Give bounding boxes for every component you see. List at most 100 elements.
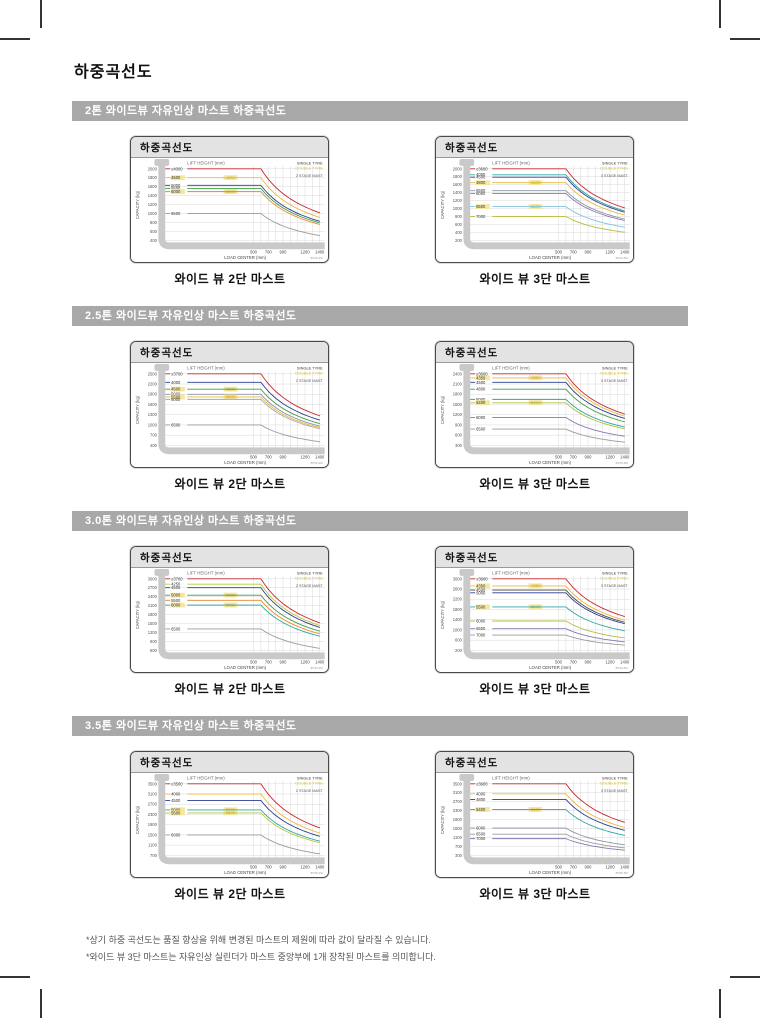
chart-code: BT25-2M bbox=[311, 461, 324, 465]
double-tyre-highlight bbox=[170, 602, 185, 608]
footnote-line-1: *상기 하중 곡선도는 품질 향상을 위해 변경된 마스트의 제원에 따라 값이… bbox=[86, 935, 431, 945]
series-curve bbox=[565, 388, 625, 423]
y-tick-label: 2500 bbox=[148, 371, 158, 376]
y-tick-label: 600 bbox=[455, 638, 463, 643]
y-tick-label: 1500 bbox=[148, 621, 158, 626]
axis-band bbox=[158, 571, 325, 660]
double-tyre-type-label: DOUBLE TYRE bbox=[295, 165, 323, 170]
chart-code: BT35-3M bbox=[616, 871, 629, 875]
series-curve bbox=[565, 620, 625, 639]
legend-title: LIFT HEIGHT (mm) bbox=[492, 570, 530, 575]
series-label: 5500 bbox=[476, 604, 486, 609]
y-tick-label: 3500 bbox=[148, 781, 158, 786]
load-curve-panel: 하중곡선도 3000 2600 2200 1800 1400 1000 600 200 500 70… bbox=[435, 546, 634, 673]
load-curve-chart: 2500 2200 1900 1600 1300 1000 700 400 500 700 900 1… bbox=[135, 363, 325, 465]
y-tick-label: 2000 bbox=[148, 166, 158, 171]
x-tick-label: 700 bbox=[570, 455, 578, 460]
series-curve bbox=[260, 388, 320, 424]
series-curve bbox=[260, 213, 320, 237]
y-tick-label: 2100 bbox=[453, 381, 463, 386]
series-curve bbox=[565, 174, 625, 212]
load-curve-panel: 하중곡선도 2500 2200 1900 1600 1300 1000 700 400 500 70… bbox=[130, 341, 329, 468]
panel-body: 3500 3100 2700 2300 1900 1500 1100 700 500 700 900… bbox=[131, 773, 328, 877]
series-curve bbox=[565, 833, 625, 849]
x-tick-label: 500 bbox=[250, 865, 258, 870]
series-label: 4000 bbox=[476, 172, 486, 177]
x-tick-label: 1200 bbox=[605, 865, 615, 870]
single-tyre-label: SINGLE TYRE bbox=[602, 160, 628, 165]
y-tick-label: 2200 bbox=[148, 381, 158, 386]
y-tick-label: 3100 bbox=[453, 790, 463, 795]
panel-title: 하중곡선도 bbox=[445, 552, 499, 564]
x-tick-label: 1200 bbox=[300, 865, 310, 870]
double-tyre-highlight bbox=[170, 807, 185, 813]
panel-title: 하중곡선도 bbox=[445, 142, 499, 154]
series-curve bbox=[565, 168, 625, 209]
y-tick-label: 3500 bbox=[453, 781, 463, 786]
y-tick-label: 900 bbox=[150, 639, 158, 644]
load-curve-panel: 하중곡선도 2000 1800 1600 1400 1200 1000 800 600 400 20… bbox=[435, 136, 634, 263]
legend-title: LIFT HEIGHT (mm) bbox=[492, 365, 530, 370]
stage-label: 3 STAGE MAST bbox=[601, 174, 629, 178]
chart-row-1: 하중곡선도 2000 1800 1600 1400 1200 1000 800 600 400 50… bbox=[72, 136, 688, 287]
y-tick-label: 600 bbox=[150, 648, 158, 653]
y-tick-label: 1200 bbox=[148, 202, 158, 207]
x-tick-label: 900 bbox=[280, 455, 288, 460]
section-header-2: 2.5톤 와이드뷰 자유인상 마스트 하중곡선도 bbox=[72, 306, 688, 326]
load-curve-panel: 하중곡선도 3000 2700 2400 2100 1800 1500 1200 900 600 5… bbox=[130, 546, 329, 673]
series-label: ≤3600 bbox=[476, 166, 488, 171]
y-tick-label: 400 bbox=[150, 443, 158, 448]
series-curve bbox=[565, 628, 625, 643]
panel-body: 2500 2200 1900 1600 1300 1000 700 400 500 700 900 1… bbox=[131, 363, 328, 467]
y-tick-label: 700 bbox=[150, 853, 158, 858]
double-tyre-type-label: DOUBLE TYRE bbox=[600, 780, 628, 785]
series-curve bbox=[565, 585, 625, 621]
series-label: 5400 bbox=[476, 807, 486, 812]
double-tyre-type-label: DOUBLE TYRE bbox=[295, 780, 323, 785]
panel-title: 하중곡선도 bbox=[140, 347, 194, 359]
y-tick-label: 1900 bbox=[148, 822, 158, 827]
y-tick-label: 1000 bbox=[148, 422, 158, 427]
y-tick-label: 1100 bbox=[453, 835, 463, 840]
x-tick-label: 1400 bbox=[315, 660, 325, 665]
series-label: 6000 bbox=[171, 189, 181, 194]
series-label: 4500 bbox=[171, 387, 181, 392]
panel-caption: 와이드 뷰 3단 마스트 bbox=[479, 272, 591, 286]
series-label: ≤3600 bbox=[476, 781, 488, 786]
series-label: 6500 bbox=[171, 211, 181, 216]
axis-band bbox=[463, 776, 630, 865]
double-tyre-highlight bbox=[170, 592, 185, 598]
double-tyre-type-label: DOUBLE TYRE bbox=[600, 165, 628, 170]
series-curve bbox=[260, 812, 320, 844]
y-axis-title: CAPACITY (kg) bbox=[135, 600, 140, 629]
stage-label: 3 STAGE MAST bbox=[601, 379, 629, 383]
footnote-line-2: *와이드 뷰 3단 마스트는 자유인상 실린더가 마스트 중앙부에 1개 장착된… bbox=[86, 952, 436, 963]
x-tick-label: 1400 bbox=[315, 455, 325, 460]
y-axis-title: CAPACITY (kg) bbox=[440, 805, 445, 834]
x-tick-label: 1200 bbox=[300, 455, 310, 460]
y-tick-label: 1800 bbox=[148, 175, 158, 180]
series-curve bbox=[565, 838, 625, 851]
load-curve-chart: 2000 1800 1600 1400 1200 1000 800 600 400 500 700 9… bbox=[135, 158, 325, 260]
x-tick-label: 900 bbox=[585, 250, 593, 255]
x-tick-label: 700 bbox=[570, 660, 578, 665]
series-label: 7000 bbox=[476, 836, 486, 841]
y-tick-label: 1200 bbox=[453, 412, 463, 417]
x-axis-title: LOAD CENTER (mm) bbox=[224, 665, 266, 670]
axis-band bbox=[463, 366, 630, 455]
series-curve bbox=[565, 799, 625, 831]
y-tick-label: 1000 bbox=[453, 206, 463, 211]
series-curve bbox=[565, 592, 625, 625]
series-label: 4500 bbox=[476, 588, 486, 593]
panel-header: 하중곡선도 bbox=[131, 547, 328, 568]
x-tick-label: 500 bbox=[555, 455, 563, 460]
y-tick-label: 1900 bbox=[148, 392, 158, 397]
series-label: 4800 bbox=[476, 180, 486, 185]
chart-code: BT35-2M bbox=[311, 871, 324, 875]
y-tick-label: 300 bbox=[455, 853, 463, 858]
double-tyre-type-label: DOUBLE TYRE bbox=[295, 575, 323, 580]
section-header-3: 3.0톤 와이드뷰 자유인상 마스트 하중곡선도 bbox=[72, 511, 688, 531]
y-tick-label: 3000 bbox=[453, 576, 463, 581]
y-tick-label: 1900 bbox=[453, 817, 463, 822]
chart-cell: 하중곡선도 2000 1800 1600 1400 1200 1000 800 600 400 20… bbox=[435, 136, 635, 287]
